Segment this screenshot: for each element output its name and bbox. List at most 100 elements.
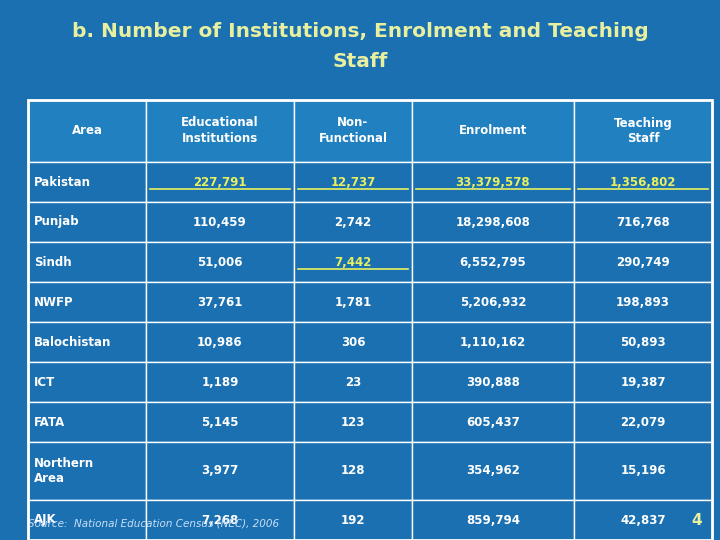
- Text: 50,893: 50,893: [620, 335, 666, 348]
- Text: 354,962: 354,962: [466, 464, 520, 477]
- Bar: [146, 442, 294, 500]
- Text: 12,737: 12,737: [330, 176, 376, 188]
- Bar: [574, 242, 712, 282]
- Bar: [412, 100, 574, 162]
- Text: Non-
Functional: Non- Functional: [318, 117, 387, 145]
- Bar: [574, 402, 712, 442]
- Bar: [412, 202, 574, 242]
- Text: 123: 123: [341, 415, 365, 429]
- Text: Sindh: Sindh: [34, 255, 71, 268]
- Bar: [574, 202, 712, 242]
- Bar: [412, 500, 574, 540]
- Bar: [574, 500, 712, 540]
- Text: 306: 306: [341, 335, 365, 348]
- Bar: [574, 162, 712, 202]
- Text: 1,356,802: 1,356,802: [610, 176, 676, 188]
- Bar: [412, 442, 574, 500]
- Bar: [294, 100, 412, 162]
- Text: ICT: ICT: [34, 375, 55, 388]
- Text: Educational
Institutions: Educational Institutions: [181, 117, 258, 145]
- Text: 19,387: 19,387: [620, 375, 666, 388]
- Bar: [146, 500, 294, 540]
- Text: 1,781: 1,781: [334, 295, 372, 308]
- Text: 227,791: 227,791: [193, 176, 247, 188]
- Bar: [146, 162, 294, 202]
- Text: Area: Area: [71, 125, 102, 138]
- Text: 42,837: 42,837: [620, 514, 666, 526]
- Bar: [412, 282, 574, 322]
- Bar: [28, 242, 146, 282]
- Text: AJK: AJK: [34, 514, 57, 526]
- Bar: [146, 402, 294, 442]
- Text: b. Number of Institutions, Enrolment and Teaching: b. Number of Institutions, Enrolment and…: [71, 22, 649, 41]
- Bar: [28, 322, 146, 362]
- Text: 37,761: 37,761: [197, 295, 243, 308]
- Text: Staff: Staff: [333, 52, 387, 71]
- Text: 128: 128: [341, 464, 365, 477]
- Text: Pakistan: Pakistan: [34, 176, 91, 188]
- Bar: [28, 202, 146, 242]
- Bar: [412, 242, 574, 282]
- Bar: [146, 362, 294, 402]
- Text: 51,006: 51,006: [197, 255, 243, 268]
- Text: 290,749: 290,749: [616, 255, 670, 268]
- Text: 859,794: 859,794: [466, 514, 520, 526]
- Bar: [574, 442, 712, 500]
- Bar: [574, 100, 712, 162]
- Text: Source:  National Education Census (NEC), 2006: Source: National Education Census (NEC),…: [28, 518, 279, 528]
- Text: 5,206,932: 5,206,932: [460, 295, 526, 308]
- Text: 4: 4: [691, 513, 702, 528]
- Bar: [294, 322, 412, 362]
- Bar: [146, 242, 294, 282]
- Text: 198,893: 198,893: [616, 295, 670, 308]
- Text: Northern
Area: Northern Area: [34, 457, 94, 485]
- Text: 605,437: 605,437: [466, 415, 520, 429]
- Bar: [574, 322, 712, 362]
- Text: 10,986: 10,986: [197, 335, 243, 348]
- Bar: [28, 100, 146, 162]
- Bar: [28, 282, 146, 322]
- Bar: [294, 362, 412, 402]
- Bar: [28, 362, 146, 402]
- Text: 1,110,162: 1,110,162: [460, 335, 526, 348]
- Text: NWFP: NWFP: [34, 295, 73, 308]
- Text: 110,459: 110,459: [193, 215, 247, 228]
- Bar: [146, 282, 294, 322]
- Bar: [146, 202, 294, 242]
- Bar: [294, 500, 412, 540]
- Bar: [574, 282, 712, 322]
- Bar: [28, 402, 146, 442]
- Text: Balochistan: Balochistan: [34, 335, 112, 348]
- Text: Punjab: Punjab: [34, 215, 80, 228]
- Bar: [412, 362, 574, 402]
- Bar: [294, 282, 412, 322]
- Bar: [294, 162, 412, 202]
- Bar: [28, 442, 146, 500]
- Text: 15,196: 15,196: [620, 464, 666, 477]
- Bar: [28, 500, 146, 540]
- Bar: [146, 100, 294, 162]
- Text: Enrolment: Enrolment: [459, 125, 527, 138]
- Text: Teaching
Staff: Teaching Staff: [613, 117, 672, 145]
- Bar: [146, 322, 294, 362]
- Text: 3,977: 3,977: [202, 464, 238, 477]
- Bar: [294, 202, 412, 242]
- Bar: [574, 362, 712, 402]
- Bar: [294, 402, 412, 442]
- Text: 5,145: 5,145: [202, 415, 239, 429]
- Text: 716,768: 716,768: [616, 215, 670, 228]
- Text: 22,079: 22,079: [621, 415, 666, 429]
- Bar: [294, 442, 412, 500]
- Text: 192: 192: [341, 514, 365, 526]
- Text: 7,442: 7,442: [334, 255, 372, 268]
- Text: 6,552,795: 6,552,795: [459, 255, 526, 268]
- Text: FATA: FATA: [34, 415, 66, 429]
- Text: 7,268: 7,268: [202, 514, 239, 526]
- Text: 1,189: 1,189: [202, 375, 239, 388]
- Bar: [28, 162, 146, 202]
- Bar: [412, 162, 574, 202]
- Text: 18,298,608: 18,298,608: [456, 215, 531, 228]
- Bar: [294, 242, 412, 282]
- Text: 23: 23: [345, 375, 361, 388]
- Text: 2,742: 2,742: [334, 215, 372, 228]
